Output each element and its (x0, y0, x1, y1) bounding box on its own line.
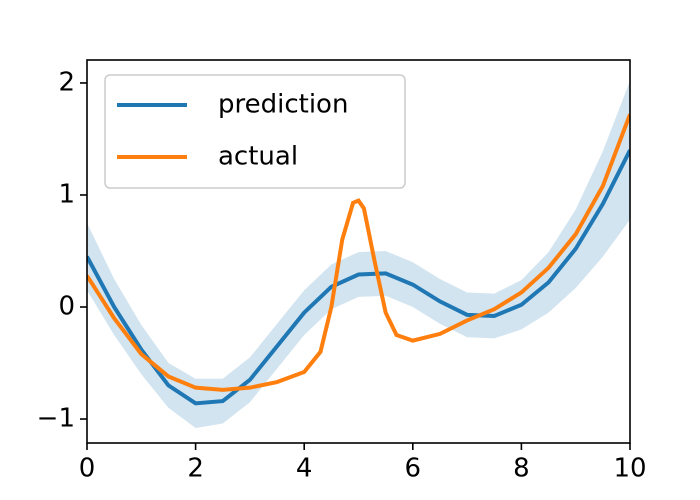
y-tick-label: 0 (58, 292, 75, 322)
y-tick-label: 2 (58, 67, 75, 97)
line (87, 113, 630, 392)
axes-frame (86, 59, 631, 444)
y-tick-label: 1 (58, 179, 75, 209)
x-tick-label: 10 (613, 454, 646, 484)
y-tick-label: −1 (37, 404, 75, 434)
legend-label: prediction (218, 90, 348, 120)
x-tick-label: 6 (405, 454, 422, 484)
plot-area (87, 80, 630, 428)
x-tick-label: 8 (513, 454, 530, 484)
x-tick-label: 4 (296, 454, 313, 484)
x-tick-label: 2 (187, 454, 204, 484)
x-tick-label: 0 (79, 454, 96, 484)
legend-label: actual (218, 142, 298, 172)
line (87, 149, 630, 406)
confidence-band (87, 80, 630, 428)
